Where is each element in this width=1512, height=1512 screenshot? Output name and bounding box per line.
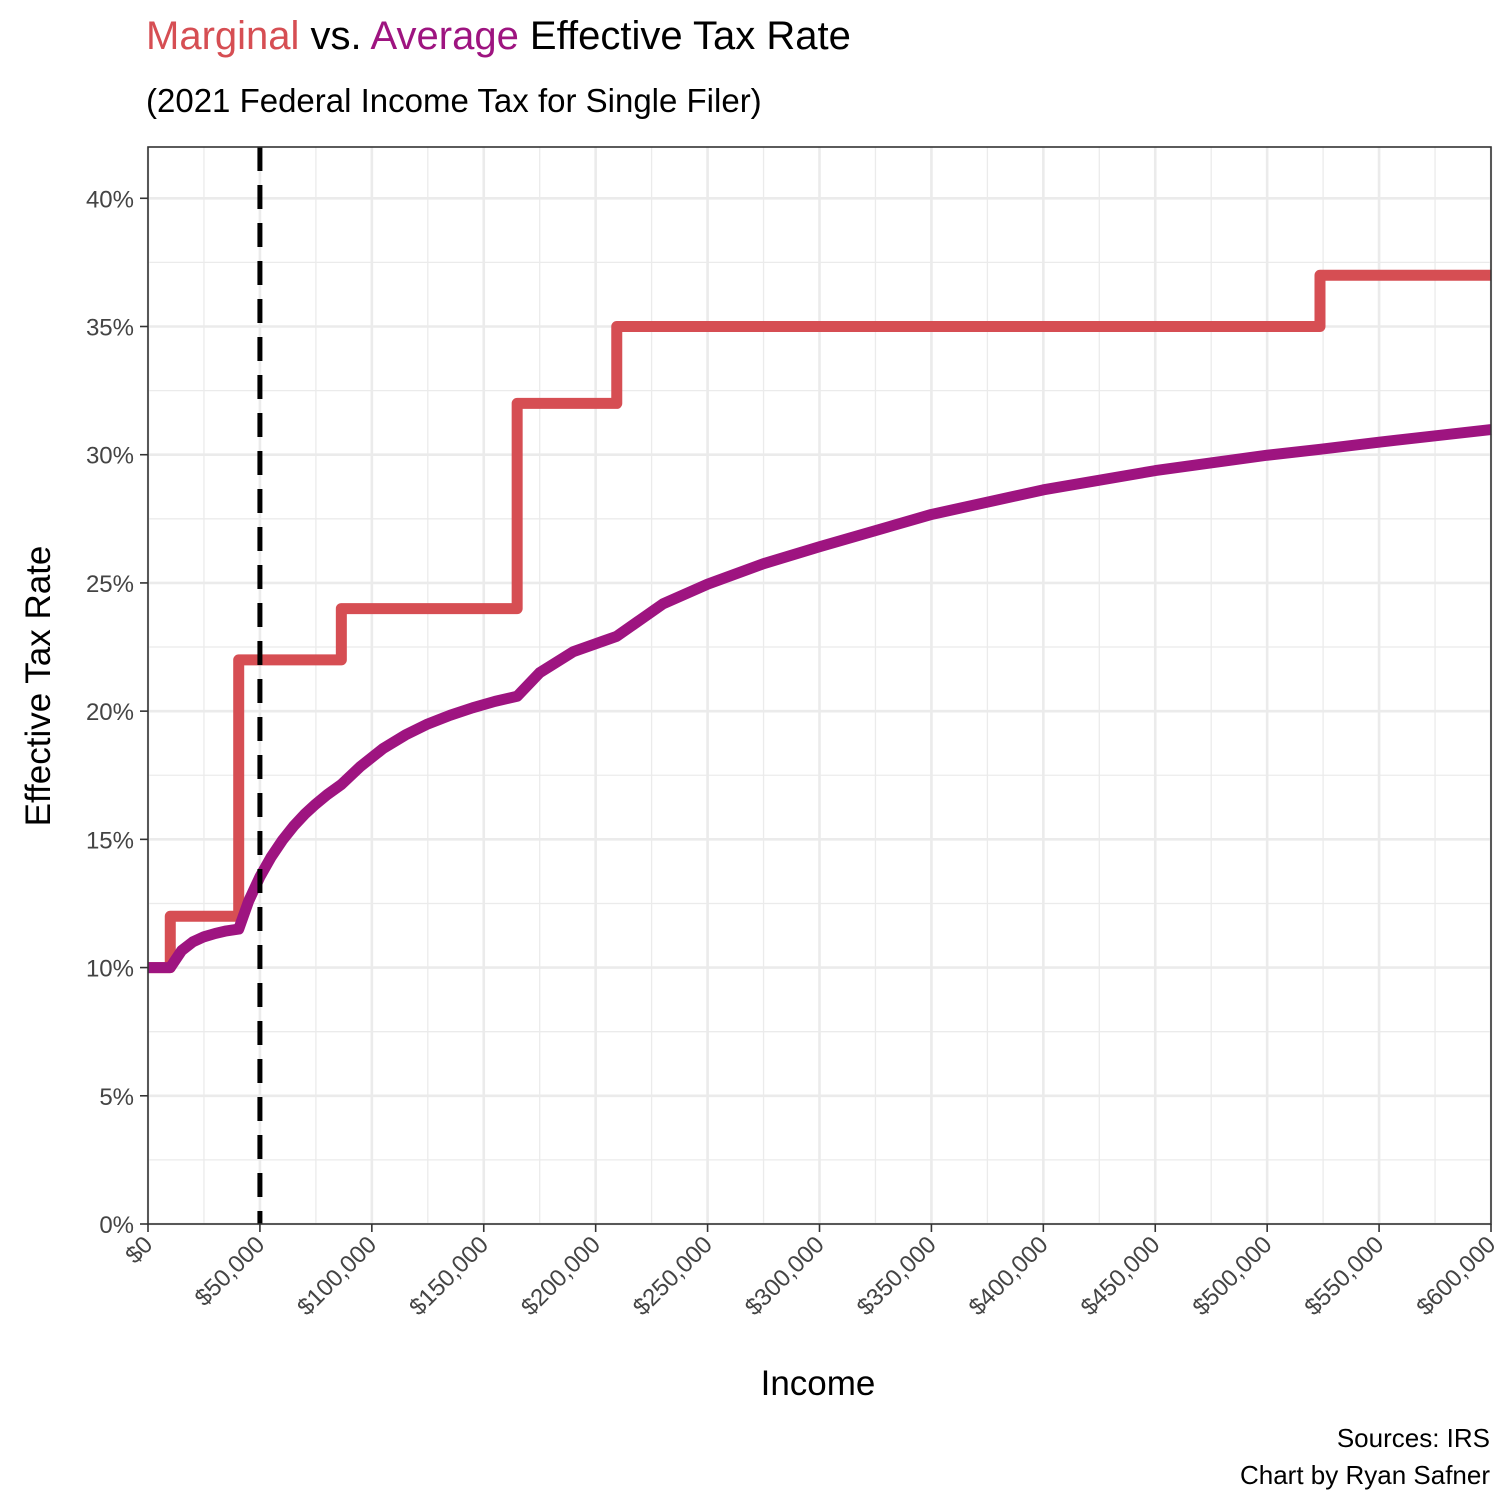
x-tick-label: $50,000 bbox=[190, 1231, 270, 1311]
caption-sources: Sources: IRS bbox=[1336, 1423, 1490, 1453]
title-marginal: Marginal bbox=[146, 14, 300, 58]
x-tick-label: $600,000 bbox=[1411, 1231, 1501, 1321]
y-axis-label: Effective Tax Rate bbox=[19, 546, 58, 827]
chart-caption: Sources: IRS Chart by Ryan Safner bbox=[1240, 1420, 1490, 1494]
x-tick-label: $450,000 bbox=[1076, 1231, 1166, 1321]
y-tick-label: 20% bbox=[86, 699, 134, 726]
x-axis-label: Income bbox=[761, 1364, 876, 1403]
caption-author: Chart by Ryan Safner bbox=[1239, 1460, 1490, 1490]
x-tick-label: $550,000 bbox=[1299, 1231, 1389, 1321]
y-tick-label: 25% bbox=[86, 571, 134, 598]
y-tick-label: 15% bbox=[86, 827, 134, 854]
x-tick-label: $100,000 bbox=[292, 1231, 382, 1321]
chart-title: Marginal vs. Average Effective Tax Rate bbox=[146, 14, 851, 59]
x-tick-label: $150,000 bbox=[404, 1231, 494, 1321]
title-rest: Effective Tax Rate bbox=[518, 14, 851, 58]
average-rate-line bbox=[148, 424, 1492, 974]
chart-subtitle: (2021 Federal Income Tax for Single File… bbox=[146, 82, 762, 119]
y-tick-label: 40% bbox=[86, 186, 134, 213]
x-tick-label: $250,000 bbox=[628, 1231, 718, 1321]
grid-lines bbox=[146, 147, 1493, 1226]
y-tick-label: 10% bbox=[86, 956, 134, 983]
x-tick-label: $300,000 bbox=[740, 1231, 830, 1321]
y-tick-label: 35% bbox=[86, 315, 134, 342]
axes: $0 $50,000 $100,000 $150,000 $200,000 $250,00… bbox=[86, 186, 1501, 1321]
title-average: Average bbox=[370, 14, 519, 58]
title-vs: vs. bbox=[299, 14, 371, 58]
x-tick-label: $500,000 bbox=[1188, 1231, 1278, 1321]
y-tick-label: 30% bbox=[86, 443, 134, 470]
y-tick-label: 0% bbox=[99, 1212, 134, 1239]
data-series bbox=[148, 269, 1492, 974]
y-tick-label: 5% bbox=[99, 1084, 134, 1111]
x-tick-label: $200,000 bbox=[516, 1231, 606, 1321]
x-tick-label: $400,000 bbox=[964, 1231, 1054, 1321]
marginal-rate-line bbox=[148, 269, 1491, 974]
x-tick-label: $350,000 bbox=[852, 1231, 942, 1321]
